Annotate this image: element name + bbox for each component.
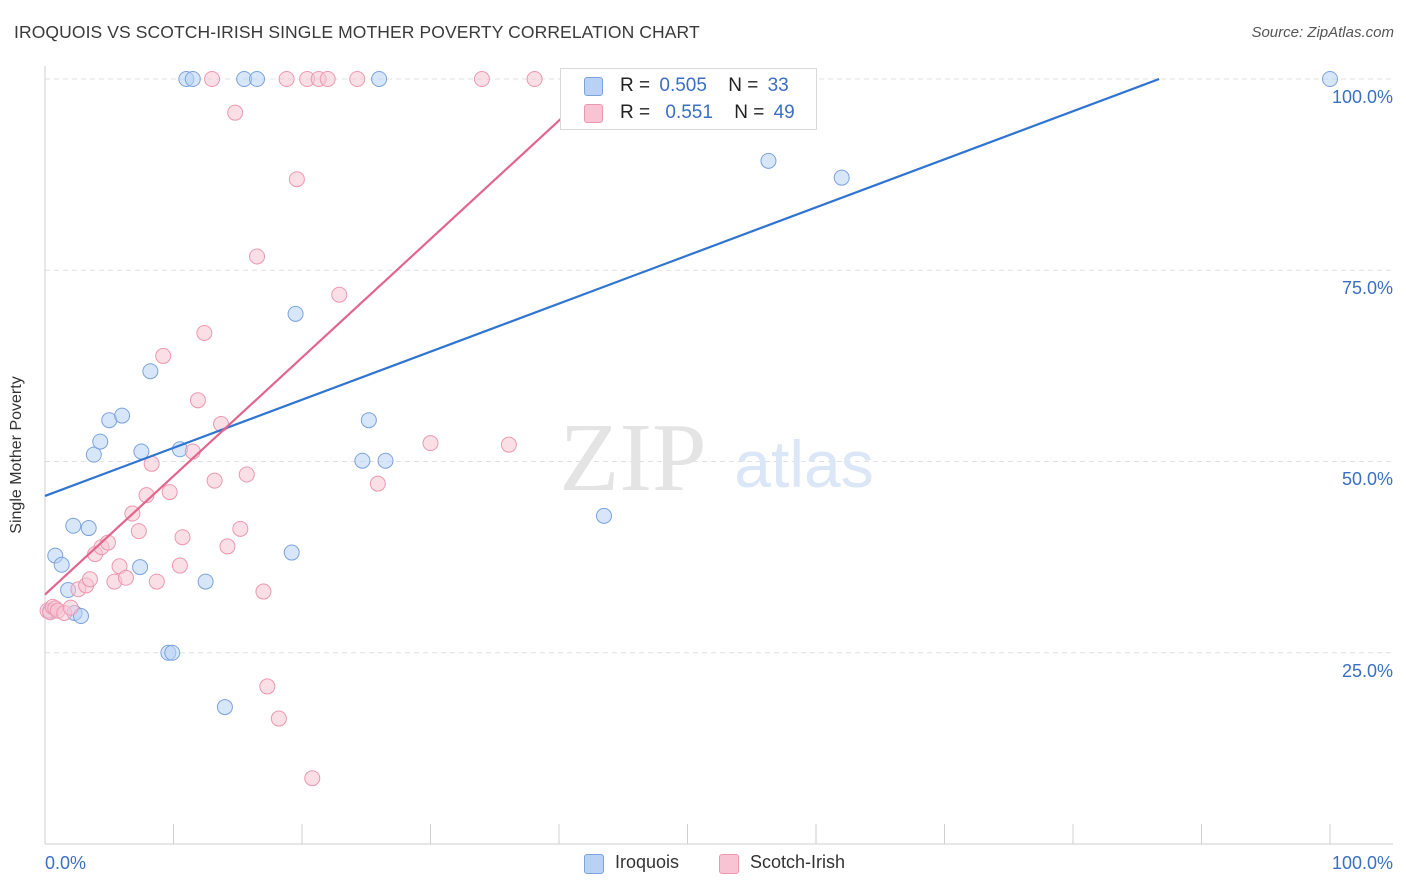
iroquois-point <box>287 305 304 322</box>
trend-lines <box>44 77 1160 596</box>
legend-n-value: 33 <box>767 75 789 96</box>
scotch-irish-point <box>184 443 201 460</box>
x-tick-label: 0.0% <box>45 853 86 873</box>
y-tick-label: 100.0% <box>1332 87 1393 107</box>
iroquois-point <box>360 412 377 429</box>
y-tick-label: 50.0% <box>1342 469 1393 489</box>
scotch-irish-legend-swatch <box>719 854 739 874</box>
watermark-atlas: atlas <box>734 427 873 501</box>
source-credit: Source: ZipAtlas.com <box>1251 24 1394 41</box>
scotch-irish-point <box>369 475 386 492</box>
tick-labels: 25.0% 50.0% 75.0% 100.0% 0.0% 100.0% <box>45 87 1393 873</box>
iroquois-point <box>283 544 300 561</box>
iroquois-point <box>760 152 777 169</box>
scotch-irish-point <box>196 324 213 341</box>
iroquois-swatch <box>584 77 603 96</box>
scotch-irish-point <box>422 435 439 452</box>
scotch-irish-point <box>349 71 366 87</box>
iroquois-trend-line <box>44 77 1160 497</box>
scotch-irish-point <box>255 583 272 600</box>
y-tick-label: 75.0% <box>1342 278 1393 298</box>
scotch-irish-point <box>174 529 191 546</box>
iroquois-point <box>72 608 89 625</box>
scotch-irish-point <box>189 392 206 409</box>
scotch-irish-point <box>206 472 223 489</box>
watermark-zip: ZIP <box>560 404 707 512</box>
scotch-irish-point <box>155 347 172 364</box>
scotch-irish-point <box>219 538 236 555</box>
iroquois-point <box>132 559 149 576</box>
iroquois-point <box>249 71 266 87</box>
scotch-irish-point <box>227 104 244 121</box>
scotch-irish-point <box>130 523 147 540</box>
scotch-irish-point <box>171 557 188 574</box>
scotch-irish-point <box>473 71 490 87</box>
iroquois-point <box>184 71 201 87</box>
scotch-irish-point <box>249 248 266 265</box>
axes <box>44 66 1393 845</box>
scotch-irish-point <box>259 678 276 695</box>
iroquois-point <box>354 452 371 469</box>
scotch-irish-point <box>161 484 178 501</box>
legend-r-label: R = <box>620 75 651 96</box>
scotch-irish-point <box>278 71 295 87</box>
iroquois-point <box>371 71 388 87</box>
x-tick-label: 100.0% <box>1332 853 1393 873</box>
iroquois-point <box>80 520 97 537</box>
iroquois-point <box>92 433 109 450</box>
iroquois-point <box>1322 71 1338 87</box>
legend-r-value: 0.551 <box>665 102 713 123</box>
y-tick-label: 25.0% <box>1342 661 1393 681</box>
iroquois-legend-swatch <box>584 854 604 874</box>
scotch-irish-point <box>232 520 249 537</box>
scotch-irish-point <box>270 710 287 727</box>
iroquois-point <box>833 169 850 186</box>
scotch-irish-point <box>500 436 517 453</box>
scotch-irish-point <box>288 171 305 188</box>
scotch-irish-trend-line <box>44 112 568 596</box>
legend-r-value: 0.505 <box>659 75 707 96</box>
stats-legend: R = 0.505 N = 33 R = 0.551 N = 49 <box>560 68 817 130</box>
scotch-irish-point <box>81 571 98 588</box>
scotch-irish-point <box>304 770 321 787</box>
scotch-irish-point <box>62 599 79 616</box>
legend-n-label: N = <box>734 102 765 123</box>
scotch-irish-point <box>117 569 134 586</box>
scotch-irish-point <box>526 71 543 87</box>
legend-n-value: 49 <box>773 102 795 123</box>
iroquois-point <box>142 363 159 380</box>
iroquois-point <box>53 556 70 573</box>
iroquois-point <box>595 507 612 524</box>
legend-r-label: R = <box>620 102 651 123</box>
chart-title: IROQUOIS VS SCOTCH-IRISH SINGLE MOTHER P… <box>14 22 700 42</box>
iroquois-point <box>377 452 394 469</box>
watermark: ZIP atlas <box>560 404 874 512</box>
scotch-irish-swatch <box>584 104 603 123</box>
iroquois-point <box>216 699 233 716</box>
iroquois-point <box>114 407 131 424</box>
iroquois-point <box>85 446 102 463</box>
scotch-irish-point <box>238 466 255 483</box>
iroquois-point <box>164 644 181 661</box>
grid <box>45 78 1393 654</box>
scotch-irish-point <box>319 71 336 87</box>
iroquois-legend-label: Iroquois <box>615 852 680 872</box>
scotch-irish-point <box>204 71 221 87</box>
iroquois-point <box>65 517 82 534</box>
scotch-irish-legend-label: Scotch-Irish <box>750 852 846 872</box>
scotch-irish-point <box>148 573 165 590</box>
legend-n-label: N = <box>728 75 759 96</box>
scotch-irish-point <box>331 286 348 303</box>
iroquois-point <box>197 573 214 590</box>
